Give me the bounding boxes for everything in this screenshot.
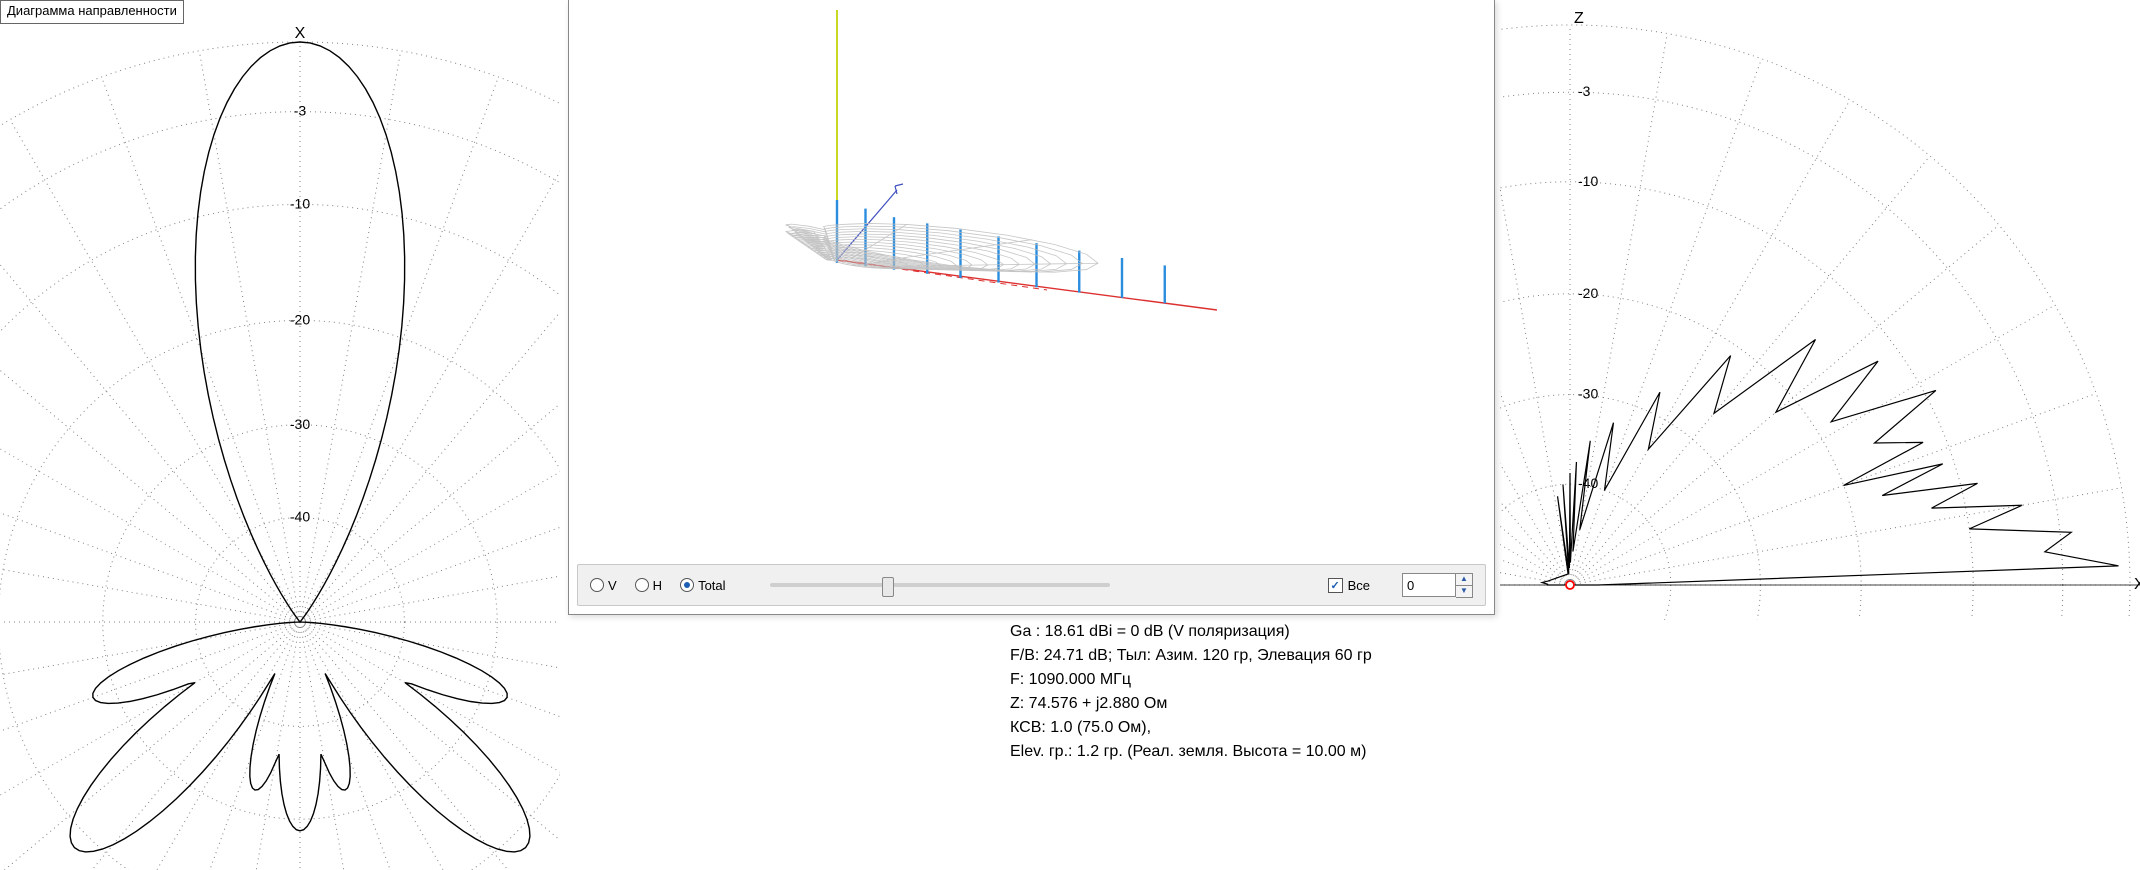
frame-spinner: ▲ ▼ [1402,573,1473,598]
right-polar-plot: -3 -10 -20 -30 -40 Z X [1500,0,2140,620]
svg-text:-20: -20 [290,311,310,327]
svg-text:-10: -10 [290,195,310,211]
viewer-3d-toolbar: V H Total ✓ Все ▲ [577,564,1486,606]
svg-text:-20: -20 [1578,285,1598,301]
spinner-down-button[interactable]: ▼ [1456,586,1472,597]
radio-outer-icon [590,578,604,592]
radio-h-label: H [653,578,662,593]
svg-text:-10: -10 [1578,173,1598,189]
slider-thumb[interactable] [882,577,894,597]
radio-v-label: V [608,578,617,593]
svg-text:-30: -30 [1578,386,1598,402]
svg-text:-40: -40 [290,509,310,525]
antenna-sim-window: Диаграмма направленности -3 -10 -20 -30 -40 X… [0,0,2140,870]
radio-selected-icon [684,582,690,588]
info-elev: Elev. гр.: 1.2 гр. (Реал. земля. Высота … [1010,740,1372,764]
radio-v[interactable]: V [590,578,617,593]
viewer-3d-canvas[interactable] [577,0,1486,556]
svg-text:Z: Z [1574,10,1584,27]
info-freq: F: 1090.000 МГц [1010,668,1372,692]
tab-radiation-pattern[interactable]: Диаграмма направленности [0,0,184,24]
info-z: Z: 74.576 + j2.880 Ом [1010,692,1372,716]
svg-text:-40: -40 [1578,475,1598,491]
svg-text:-30: -30 [290,416,310,432]
polarization-radio-group: V H Total [590,578,726,593]
svg-text:-3: -3 [1578,83,1591,99]
radio-total[interactable]: Total [680,578,725,593]
frame-spinner-input[interactable] [1402,573,1456,597]
info-fb: F/B: 24.71 dB; Тыл: Азим. 120 гр, Элевац… [1010,644,1372,668]
radio-outer-icon [635,578,649,592]
radio-outer-icon [680,578,694,592]
info-ga: Ga : 18.61 dBi = 0 dB (V поляризация) [1010,620,1372,644]
spinner-up-button[interactable]: ▲ [1456,574,1472,586]
radio-total-label: Total [698,578,725,593]
svg-text:X: X [2134,576,2140,593]
checkbox-all-label: Все [1348,578,1370,593]
left-polar-plot: -3 -10 -20 -30 -40 X [0,22,560,870]
checkmark-icon: ✓ [1328,578,1343,593]
radio-h[interactable]: H [635,578,662,593]
info-vswr: КСВ: 1.0 (75.0 Ом), [1010,716,1372,740]
svg-text:X: X [295,25,306,42]
svg-text:-3: -3 [294,103,307,119]
antenna-info-block: Ga : 18.61 dBi = 0 dB (V поляризация) F/… [1010,620,1372,764]
opacity-slider[interactable] [770,583,1110,587]
checkbox-all[interactable]: ✓ Все [1328,578,1370,593]
viewer-3d-window: V H Total ✓ Все ▲ [568,0,1495,615]
